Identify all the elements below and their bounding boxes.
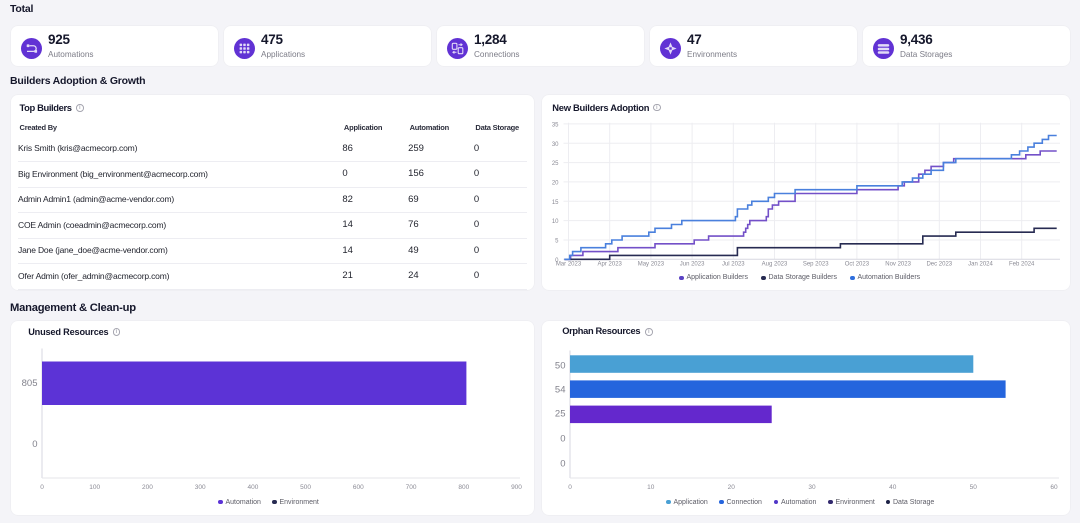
svg-text:500: 500: [300, 484, 311, 491]
svg-text:Sep 2023: Sep 2023: [803, 262, 829, 268]
svg-text:400: 400: [247, 484, 258, 491]
svg-text:805: 805: [22, 378, 38, 389]
svg-text:50: 50: [970, 484, 978, 491]
svg-text:Jun 2023: Jun 2023: [680, 262, 705, 268]
svg-text:20: 20: [552, 181, 559, 187]
svg-text:0: 0: [560, 433, 565, 444]
svg-text:10: 10: [647, 484, 655, 491]
svg-text:Nov 2023: Nov 2023: [885, 262, 911, 268]
svg-text:Dec 2023: Dec 2023: [926, 262, 952, 268]
svg-text:Feb 2024: Feb 2024: [1009, 262, 1035, 268]
svg-text:25: 25: [555, 408, 566, 419]
svg-text:30: 30: [552, 142, 559, 148]
svg-text:50: 50: [555, 360, 566, 371]
svg-text:10: 10: [552, 220, 559, 226]
svg-text:600: 600: [353, 484, 364, 491]
svg-text:200: 200: [142, 484, 153, 491]
svg-text:700: 700: [406, 484, 417, 491]
svg-text:May 2023: May 2023: [638, 262, 665, 268]
svg-text:Oct 2023: Oct 2023: [845, 262, 870, 268]
svg-text:20: 20: [728, 484, 736, 491]
svg-text:0: 0: [40, 484, 44, 491]
svg-text:Apr 2023: Apr 2023: [598, 262, 623, 268]
svg-text:30: 30: [808, 484, 816, 491]
svg-text:5: 5: [555, 239, 559, 245]
svg-text:800: 800: [458, 484, 469, 491]
svg-text:300: 300: [195, 484, 206, 491]
svg-text:Aug 2023: Aug 2023: [762, 262, 788, 268]
svg-text:25: 25: [552, 162, 559, 168]
svg-text:0: 0: [555, 258, 559, 264]
svg-text:0: 0: [32, 439, 37, 450]
svg-text:Mar 2023: Mar 2023: [556, 262, 582, 268]
svg-text:15: 15: [552, 200, 559, 206]
svg-text:0: 0: [560, 458, 565, 469]
svg-text:Jul 2023: Jul 2023: [722, 262, 745, 268]
svg-text:0: 0: [568, 484, 572, 491]
svg-text:54: 54: [555, 384, 566, 395]
svg-text:40: 40: [889, 484, 897, 491]
svg-text:900: 900: [511, 484, 522, 491]
svg-text:Jan 2024: Jan 2024: [968, 262, 993, 268]
svg-text:35: 35: [552, 123, 559, 129]
svg-text:60: 60: [1050, 484, 1058, 491]
svg-text:100: 100: [89, 484, 100, 491]
